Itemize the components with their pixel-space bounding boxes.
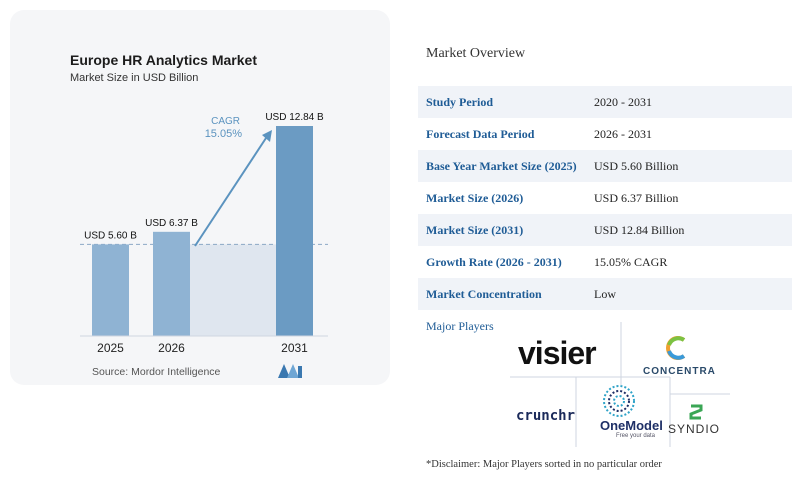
overview-title: Market Overview bbox=[426, 46, 526, 61]
onemodel-logo: OneModel bbox=[600, 418, 663, 433]
concentra-logo-text: CONCENTRA bbox=[643, 366, 716, 377]
concentra-logo-icon bbox=[666, 336, 686, 360]
overview-row: Base Year Market Size (2025) USD 5.60 Bil… bbox=[418, 150, 792, 182]
bar-value-label: USD 6.37 B bbox=[145, 218, 198, 229]
overview-label: Study Period bbox=[418, 86, 586, 118]
cagr-value: 15.05% bbox=[205, 128, 243, 140]
chart-subtitle: Market Size in USD Billion bbox=[70, 72, 199, 84]
bar-value-label: USD 5.60 B bbox=[84, 230, 137, 241]
onemodel-logo-icon bbox=[603, 385, 635, 417]
overview-label: Market Size (2026) bbox=[426, 191, 524, 205]
overview-label: Market Size (2031) bbox=[418, 214, 586, 246]
overview-table: Study Period 2020 - 2031 Forecast Data Per… bbox=[418, 86, 792, 310]
mordor-logo-icon bbox=[278, 364, 302, 378]
overview-row: Study Period 2020 - 2031 bbox=[418, 86, 792, 118]
disclaimer: *Disclaimer: Major Players sorted in no … bbox=[426, 459, 662, 470]
chart-title: Europe HR Analytics Market bbox=[70, 52, 257, 68]
syndio-logo-icon bbox=[689, 404, 703, 420]
bar bbox=[276, 126, 313, 336]
overview-label: Growth Rate (2026 - 2031) bbox=[426, 255, 562, 269]
overview-label: Base Year Market Size (2025) bbox=[418, 150, 586, 182]
overview-value: USD 12.84 Billion bbox=[586, 214, 792, 246]
overview-row: Market Size (2031) USD 12.84 Billion bbox=[418, 214, 792, 246]
overview-row: Forecast Data Period 2026 - 2031 bbox=[418, 118, 792, 150]
overview-value: Low bbox=[586, 278, 792, 310]
overview-value: USD 5.60 Billion bbox=[586, 150, 792, 182]
visier-logo: visier bbox=[518, 335, 597, 371]
overview-row: Market Size (2026) USD 6.37 Billion bbox=[418, 182, 792, 214]
overview-label: Forecast Data Period bbox=[426, 127, 535, 141]
cagr-arrow-head bbox=[262, 130, 272, 142]
overview-label: Market Concentration bbox=[418, 278, 586, 310]
x-tick-label: 2026 bbox=[158, 341, 185, 355]
players-grid bbox=[510, 322, 730, 447]
cagr-label: CAGR bbox=[211, 116, 240, 127]
bar bbox=[92, 244, 129, 336]
overview-row: Growth Rate (2026 - 2031) 15.05% CAGR bbox=[418, 246, 792, 278]
shade-region bbox=[190, 244, 276, 336]
overview-row: Market Concentration Low bbox=[418, 278, 792, 310]
crunchr-logo: crunchr bbox=[516, 408, 576, 424]
overview-value: 15.05% CAGR bbox=[594, 255, 668, 269]
chart-source: Source: Mordor Intelligence bbox=[92, 366, 221, 378]
cagr-arrow-line bbox=[194, 134, 269, 247]
overview-value: 2026 - 2031 bbox=[594, 127, 652, 141]
bar-chart: USD 5.60 B 2025 USD 6.37 B 2026 USD 12.84 B 2… bbox=[80, 112, 328, 355]
bar bbox=[153, 231, 190, 336]
overview-value: 2020 - 2031 bbox=[586, 86, 792, 118]
onemodel-tagline: Free your data bbox=[616, 433, 656, 439]
syndio-logo: SYNDIO bbox=[668, 422, 721, 436]
overview-value: USD 6.37 Billion bbox=[594, 191, 679, 205]
players-title: Major Players bbox=[426, 319, 494, 333]
x-tick-label: 2025 bbox=[97, 341, 124, 355]
bar-value-label: USD 12.84 B bbox=[265, 112, 324, 123]
x-tick-label: 2031 bbox=[281, 341, 308, 355]
